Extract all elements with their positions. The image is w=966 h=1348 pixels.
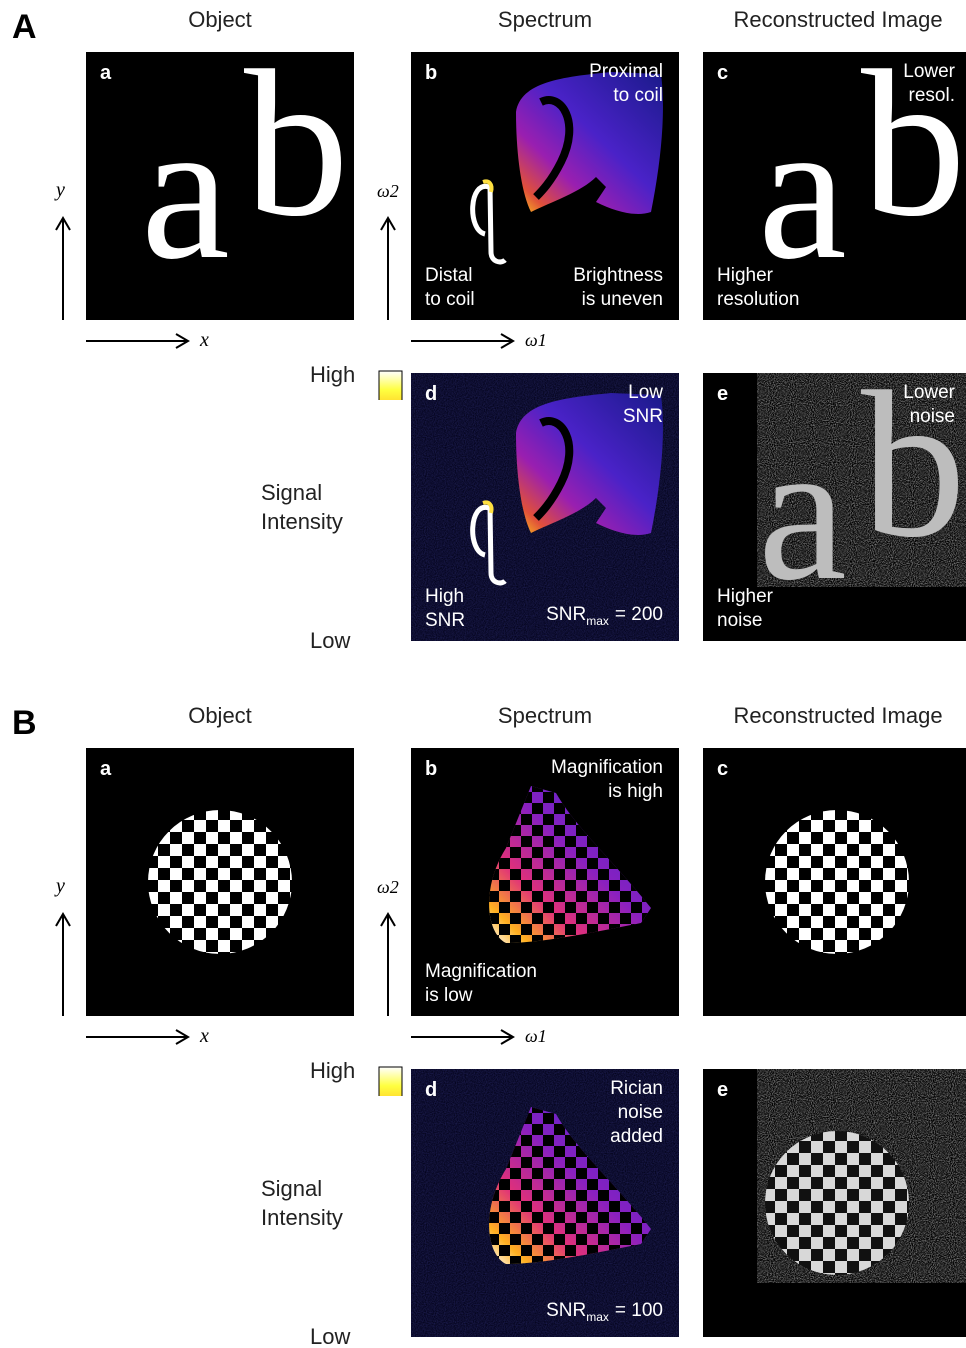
- w1-axis-label: ω1: [525, 330, 547, 351]
- annotation-line: SNR: [623, 405, 663, 429]
- axis-arrows: [0, 696, 966, 1096]
- colorbar-low: Low: [310, 628, 350, 654]
- colorbar-title-line: Signal: [261, 478, 343, 507]
- colorbar-high: High: [310, 362, 355, 388]
- annotation-line: noise: [903, 405, 955, 429]
- w2-axis-label: ω2: [377, 877, 399, 898]
- figure: AObjectSpectrumReconstructed ImageababPr…: [0, 0, 966, 1348]
- colorbar-low: Low: [310, 1324, 350, 1348]
- snr-sub: max: [586, 614, 609, 628]
- colorbar-title-line: Intensity: [261, 507, 343, 536]
- colorbar-title-line: Intensity: [261, 1203, 343, 1232]
- annotation-line: SNR: [425, 609, 465, 633]
- colorbar-high: High: [310, 1058, 355, 1084]
- snr-sub: max: [586, 1310, 609, 1324]
- axis-arrows: [0, 0, 966, 400]
- w2-axis-label: ω2: [377, 181, 399, 202]
- y-axis-label: y: [56, 875, 65, 898]
- y-axis-label: y: [56, 179, 65, 202]
- snr-label: SNRmax = 200: [546, 603, 663, 633]
- panel-art: [703, 1069, 966, 1337]
- colorbar-title-line: Signal: [261, 1174, 343, 1203]
- snr-value: = 200: [615, 604, 663, 625]
- w1-axis-label: ω1: [525, 1026, 547, 1047]
- image-panel: e: [703, 1069, 966, 1337]
- annotation-line: noise: [610, 1101, 663, 1125]
- annotation-line: Higher: [717, 585, 773, 609]
- x-axis-label: x: [200, 1025, 209, 1048]
- colorbar-title: SignalIntensity: [261, 1174, 343, 1232]
- annotation-line: noise: [717, 609, 773, 633]
- snr-text: SNR: [546, 604, 586, 625]
- annotation-line: added: [610, 1125, 663, 1149]
- snr-text: SNR: [546, 1300, 586, 1321]
- annotation-line: High: [425, 585, 465, 609]
- snr-label: SNRmax = 100: [546, 1299, 663, 1329]
- snr-value: = 100: [615, 1300, 663, 1321]
- x-axis-label: x: [200, 329, 209, 352]
